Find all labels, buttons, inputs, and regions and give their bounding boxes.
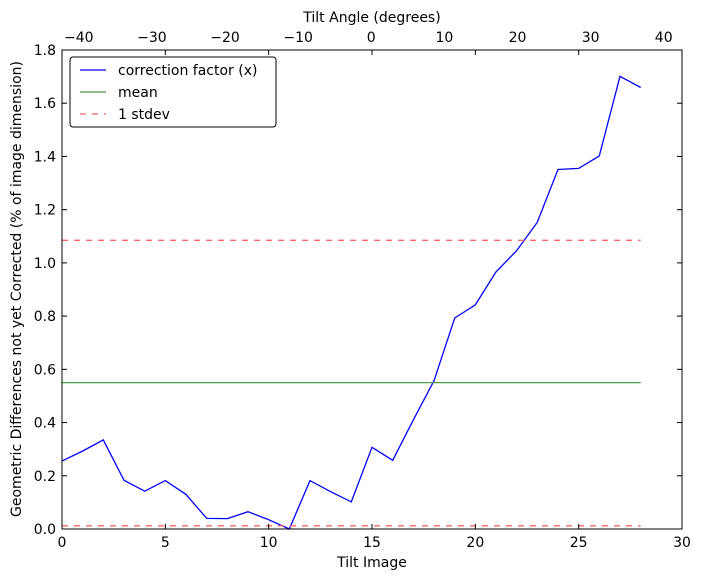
- x2-tick-label: 40: [655, 30, 673, 46]
- x-tick-label: 5: [161, 535, 170, 551]
- x2-tick-label: 0: [367, 30, 376, 46]
- ticks: 0 5 10 15 20 25 30 −40 −30 −20 −10 0 10 20 30 40 0.0 0.2 0…: [34, 30, 691, 551]
- x-tick-label: 10: [260, 535, 278, 551]
- y-tick-label: 0.4: [34, 416, 56, 432]
- y-tick-label: 0.6: [34, 362, 56, 378]
- y-tick-label: 0.2: [34, 469, 56, 485]
- x-tick-label: 0: [58, 535, 67, 551]
- legend-label: 1 stdev: [118, 107, 170, 123]
- x2-tick-label: −20: [210, 30, 240, 46]
- x-tick-label: 20: [466, 535, 484, 551]
- y-tick-label: 0.8: [34, 309, 56, 325]
- series-layer: [61, 75, 642, 530]
- x-tick-label: 30: [673, 535, 691, 551]
- x2-tick-label: −40: [64, 30, 94, 46]
- y-axis-label: Geometric Differences not yet Corrected …: [9, 61, 25, 517]
- x2-tick-label: −30: [137, 30, 167, 46]
- y-tick-label: 1.2: [34, 203, 56, 219]
- x2-tick-label: 30: [582, 30, 600, 46]
- legend: correction factor (x) mean 1 stdev: [69, 56, 277, 128]
- y-tick-label: 1.8: [34, 43, 56, 59]
- y-tick-label: 1.0: [34, 256, 56, 272]
- x-tick-label: 25: [570, 535, 588, 551]
- x-axis-label: Tilt Image: [336, 555, 407, 571]
- y-tick-label: 1.4: [34, 149, 56, 165]
- legend-label: mean: [118, 85, 158, 101]
- series-line-0: [61, 75, 642, 530]
- y-tick-label: 0.0: [34, 522, 56, 538]
- x2-axis-label: Tilt Angle (degrees): [302, 10, 440, 26]
- y-tick-label: 1.6: [34, 96, 56, 112]
- x-tick-label: 15: [363, 535, 381, 551]
- x2-tick-label: 10: [435, 30, 453, 46]
- legend-box: [69, 56, 277, 128]
- x2-tick-label: −10: [283, 30, 313, 46]
- x2-tick-label: 20: [509, 30, 527, 46]
- legend-label: correction factor (x): [118, 63, 257, 79]
